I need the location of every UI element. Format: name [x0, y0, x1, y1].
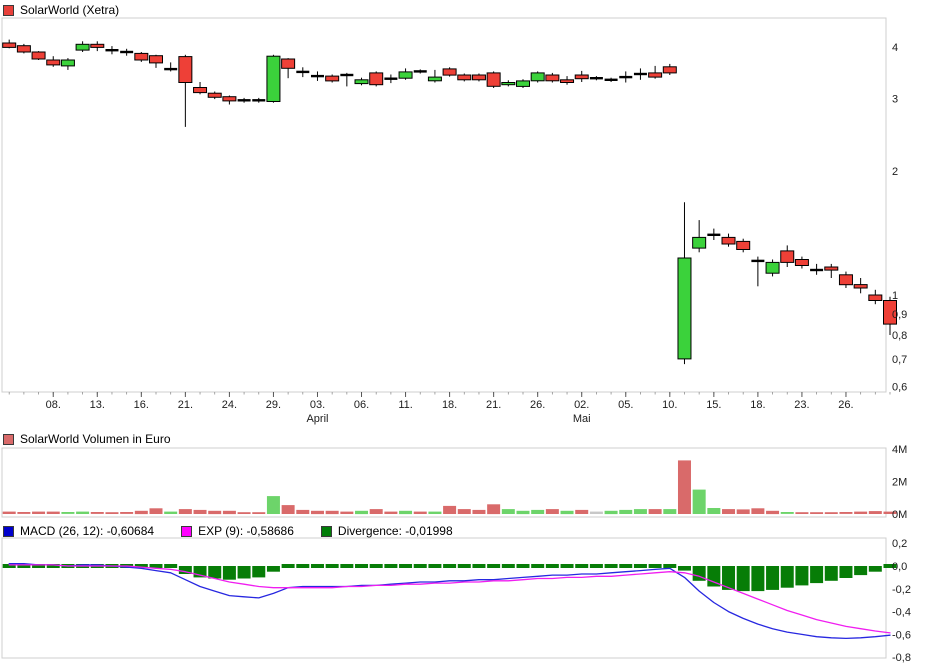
exp-series-swatch-icon — [181, 525, 193, 537]
divergence-legend-label: Divergence: -0,01998 — [337, 524, 453, 538]
volume-series-swatch-icon — [3, 433, 14, 445]
macd-legend: MACD (26, 12): -0,60684 EXP (9): -0,5868… — [3, 524, 480, 538]
svg-text:03.: 03. — [310, 399, 325, 411]
svg-text:06.: 06. — [354, 399, 369, 411]
svg-text:4: 4 — [892, 42, 898, 54]
svg-text:0M: 0M — [892, 509, 907, 521]
svg-text:02.: 02. — [574, 399, 589, 411]
svg-text:April: April — [306, 413, 328, 425]
svg-text:1: 1 — [892, 290, 898, 302]
svg-text:0,7: 0,7 — [892, 354, 907, 366]
svg-text:24.: 24. — [222, 399, 237, 411]
svg-text:0,2: 0,2 — [892, 538, 907, 550]
svg-text:-0,8: -0,8 — [892, 652, 911, 664]
svg-text:2: 2 — [892, 166, 898, 178]
svg-text:11.: 11. — [398, 399, 412, 411]
price-legend: SolarWorld (Xetra) — [3, 3, 120, 17]
svg-text:0,6: 0,6 — [892, 381, 907, 393]
svg-text:13.: 13. — [90, 399, 105, 411]
svg-text:08.: 08. — [46, 399, 61, 411]
svg-text:21.: 21. — [486, 399, 501, 411]
volume-legend: SolarWorld Volumen in Euro — [3, 432, 171, 446]
svg-text:-0,4: -0,4 — [892, 607, 911, 619]
macd-legend-label: MACD (26, 12): -0,60684 — [20, 524, 155, 538]
svg-text:23.: 23. — [794, 399, 809, 411]
svg-text:15.: 15. — [706, 399, 721, 411]
price-legend-label: SolarWorld (Xetra) — [20, 3, 120, 17]
svg-text:05.: 05. — [618, 399, 633, 411]
svg-text:Mai: Mai — [573, 413, 591, 425]
svg-text:3: 3 — [892, 93, 898, 105]
svg-text:2M: 2M — [892, 477, 907, 489]
svg-text:18.: 18. — [442, 399, 457, 411]
svg-text:21.: 21. — [178, 399, 193, 411]
svg-text:-0,2: -0,2 — [892, 584, 911, 596]
svg-text:-0,6: -0,6 — [892, 629, 911, 641]
macd-series-swatch-icon — [3, 525, 14, 537]
price-series-swatch-icon — [3, 4, 14, 16]
svg-text:26.: 26. — [530, 399, 545, 411]
divergence-legend-item: Divergence: -0,01998 — [320, 524, 453, 538]
divergence-series-swatch-icon — [320, 525, 332, 537]
svg-text:0,9: 0,9 — [892, 309, 907, 321]
svg-text:0,0: 0,0 — [892, 561, 907, 573]
svg-text:10.: 10. — [662, 399, 677, 411]
exp-legend-item: EXP (9): -0,58686 — [181, 524, 294, 538]
macd-legend-item: MACD (26, 12): -0,60684 — [3, 524, 154, 538]
svg-text:0,8: 0,8 — [892, 330, 907, 342]
exp-legend-label: EXP (9): -0,58686 — [198, 524, 294, 538]
svg-text:4M: 4M — [892, 444, 907, 456]
svg-text:18.: 18. — [750, 399, 765, 411]
svg-text:26.: 26. — [838, 399, 853, 411]
volume-legend-label: SolarWorld Volumen in Euro — [20, 432, 171, 446]
svg-text:16.: 16. — [134, 399, 149, 411]
svg-text:29.: 29. — [266, 399, 281, 411]
